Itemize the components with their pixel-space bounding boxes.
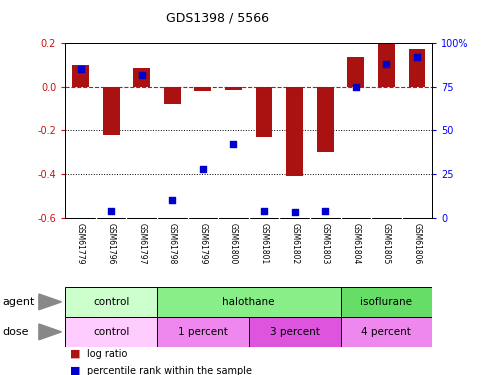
Bar xyxy=(286,87,303,176)
Text: percentile rank within the sample: percentile rank within the sample xyxy=(87,366,252,375)
Text: dose: dose xyxy=(2,327,29,337)
Text: GSM61805: GSM61805 xyxy=(382,223,391,264)
Bar xyxy=(341,287,432,317)
Bar xyxy=(133,68,150,87)
Bar xyxy=(317,87,334,152)
Text: GSM61796: GSM61796 xyxy=(107,223,115,264)
Text: ■: ■ xyxy=(70,366,81,375)
Text: isoflurane: isoflurane xyxy=(360,297,412,307)
Bar xyxy=(72,65,89,87)
Text: control: control xyxy=(93,297,129,307)
Point xyxy=(138,72,145,78)
Text: GSM61803: GSM61803 xyxy=(321,223,330,264)
Text: ■: ■ xyxy=(70,349,81,359)
Bar xyxy=(256,87,272,137)
Bar xyxy=(341,317,432,347)
Text: GSM61804: GSM61804 xyxy=(351,223,360,264)
Point xyxy=(107,207,115,213)
Bar xyxy=(249,317,341,347)
Point xyxy=(169,197,176,203)
Text: GSM61798: GSM61798 xyxy=(168,223,177,264)
Bar xyxy=(65,317,157,347)
Bar xyxy=(225,87,242,90)
Point xyxy=(199,166,207,172)
Bar xyxy=(157,287,341,317)
Bar xyxy=(65,287,157,317)
Bar xyxy=(164,87,181,104)
Text: 3 percent: 3 percent xyxy=(270,327,320,337)
Text: halothane: halothane xyxy=(223,297,275,307)
Text: GSM61806: GSM61806 xyxy=(412,223,422,264)
Text: GSM61779: GSM61779 xyxy=(76,223,85,264)
Text: GSM61802: GSM61802 xyxy=(290,223,299,264)
Point xyxy=(352,84,360,90)
Text: control: control xyxy=(93,327,129,337)
Point xyxy=(413,54,421,60)
Text: GSM61797: GSM61797 xyxy=(137,223,146,264)
Point xyxy=(77,66,85,72)
Point xyxy=(321,207,329,213)
Text: GDS1398 / 5566: GDS1398 / 5566 xyxy=(166,11,269,24)
Text: 1 percent: 1 percent xyxy=(178,327,228,337)
Text: GSM61799: GSM61799 xyxy=(199,223,207,264)
Bar xyxy=(157,317,249,347)
Bar xyxy=(103,87,119,135)
Polygon shape xyxy=(39,294,61,310)
Text: log ratio: log ratio xyxy=(87,349,128,359)
Point xyxy=(383,61,390,67)
Bar xyxy=(378,43,395,87)
Text: GSM61800: GSM61800 xyxy=(229,223,238,264)
Bar xyxy=(409,49,426,87)
Bar xyxy=(347,57,364,87)
Point xyxy=(291,209,298,215)
Text: agent: agent xyxy=(2,297,35,307)
Bar xyxy=(195,87,211,91)
Text: 4 percent: 4 percent xyxy=(361,327,412,337)
Point xyxy=(260,207,268,213)
Text: GSM61801: GSM61801 xyxy=(259,223,269,264)
Point xyxy=(229,141,237,147)
Polygon shape xyxy=(39,324,61,340)
